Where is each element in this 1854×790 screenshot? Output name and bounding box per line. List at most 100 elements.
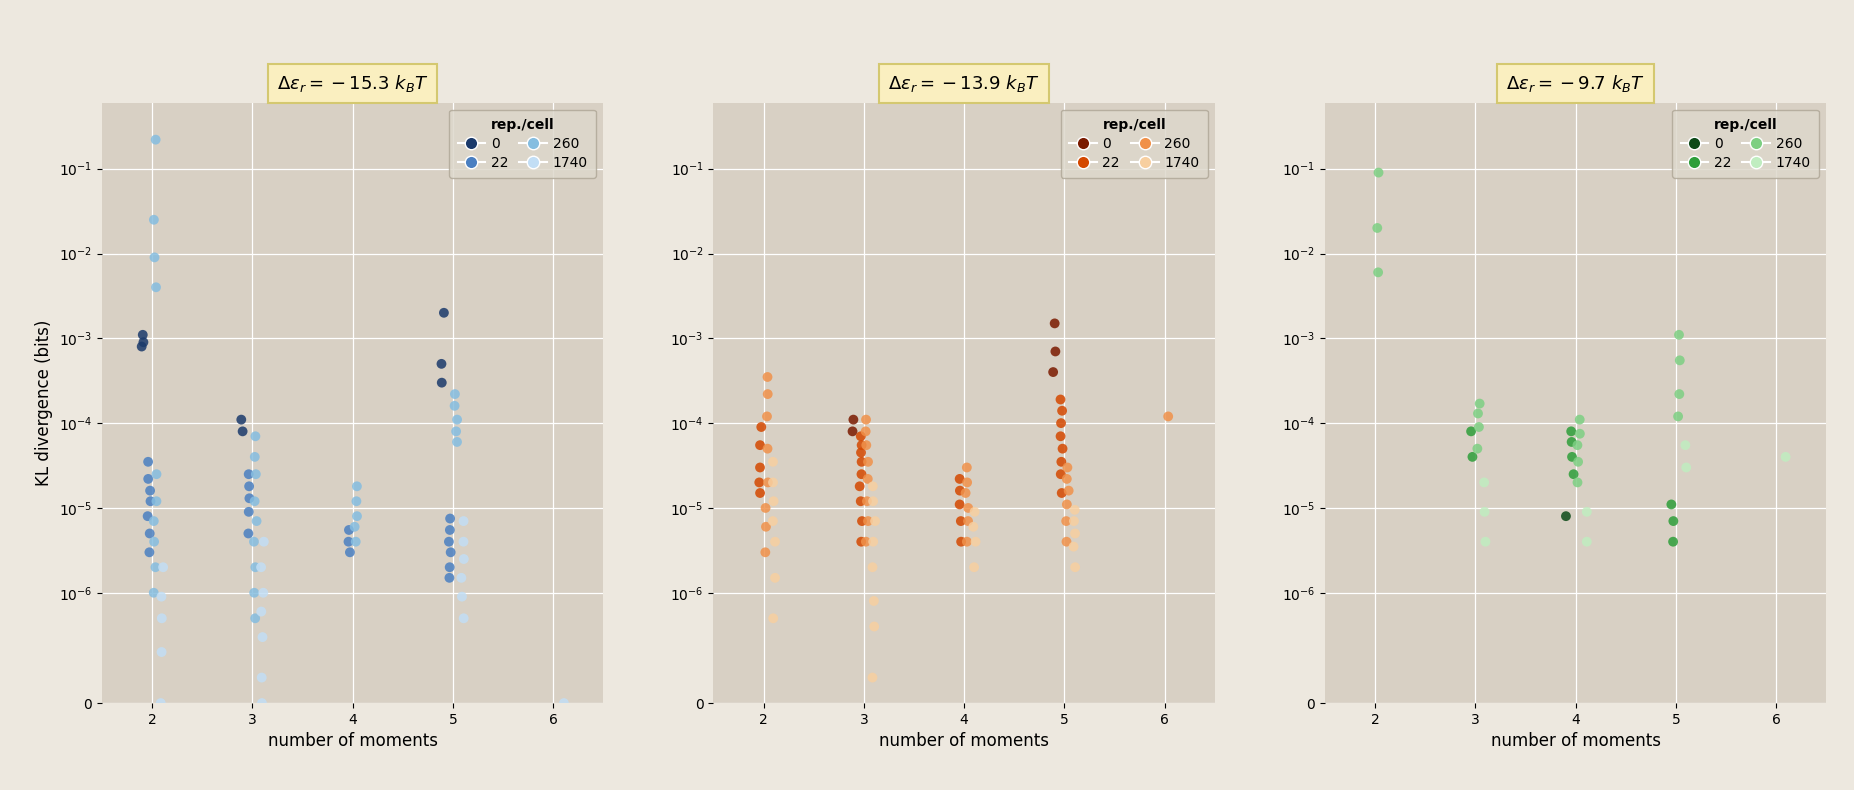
Point (1046, 430, 1075, 442)
Point (1051, 498, 1081, 511)
Point (441, 425, 471, 438)
Point (1053, 484, 1083, 497)
Point (126, 340, 156, 353)
Point (847, 515, 877, 528)
Point (549, 697, 578, 709)
Point (946, 498, 975, 511)
Point (853, 456, 883, 468)
Point (135, 527, 165, 540)
Point (434, 536, 464, 548)
Point (951, 487, 981, 499)
Point (1665, 354, 1695, 367)
Point (428, 307, 458, 319)
Point (139, 213, 169, 226)
Point (1556, 425, 1585, 438)
Point (1046, 393, 1075, 406)
Point (1771, 450, 1800, 463)
Point (1040, 345, 1070, 358)
Point (426, 376, 456, 389)
Point (858, 536, 888, 548)
Point (128, 329, 158, 341)
Point (753, 388, 782, 401)
Point (758, 456, 788, 468)
Point (953, 536, 983, 548)
Point (1656, 498, 1685, 511)
Point (239, 586, 269, 599)
Point (439, 400, 469, 412)
Point (1465, 421, 1494, 434)
Point (447, 571, 476, 584)
Point (960, 506, 990, 518)
Point (751, 546, 781, 559)
Point (139, 251, 169, 264)
Point (1465, 397, 1494, 410)
Point (946, 536, 975, 548)
Point (853, 515, 883, 528)
Point (753, 442, 782, 455)
Point (135, 484, 165, 497)
Point (1048, 442, 1077, 455)
Point (239, 536, 269, 548)
Point (146, 697, 176, 709)
Point (135, 546, 165, 559)
Point (241, 515, 271, 528)
Point (239, 450, 269, 463)
Point (1672, 461, 1702, 474)
Point (1563, 438, 1593, 451)
Point (760, 536, 790, 548)
Point (858, 595, 888, 608)
Point (758, 495, 788, 507)
Point (235, 492, 265, 505)
Point (946, 484, 975, 497)
Point (248, 536, 278, 548)
Point (434, 571, 464, 584)
Point (1060, 527, 1090, 540)
Point (141, 134, 171, 146)
Point (959, 521, 988, 533)
Point (853, 472, 883, 485)
Point (1048, 487, 1077, 499)
Point (241, 561, 271, 574)
X-axis label: number of moments: number of moments (1491, 732, 1661, 750)
Point (1470, 536, 1500, 548)
Point (1670, 438, 1700, 451)
Point (449, 553, 478, 566)
Point (1059, 540, 1088, 553)
Point (1040, 317, 1070, 329)
Point (1046, 417, 1075, 430)
Point (1051, 536, 1081, 548)
Title: $\Delta\varepsilon_r = -9.7\ k_BT$: $\Delta\varepsilon_r = -9.7\ k_BT$ (1505, 73, 1644, 94)
Point (339, 521, 369, 533)
Point (745, 476, 775, 489)
Point (1557, 450, 1587, 463)
Point (1060, 561, 1090, 574)
Point (845, 480, 875, 493)
Point (946, 472, 975, 485)
Point (847, 468, 877, 480)
Point (449, 536, 478, 548)
Point (847, 438, 877, 451)
Point (1363, 222, 1392, 235)
Point (1470, 476, 1500, 489)
Point (747, 421, 777, 434)
Point (1552, 510, 1581, 522)
Point (141, 468, 171, 480)
Point (341, 536, 371, 548)
Point (1557, 435, 1587, 448)
Point (449, 515, 478, 528)
Point (1565, 413, 1594, 426)
Point (1051, 472, 1081, 485)
Point (133, 472, 163, 485)
Point (1060, 503, 1090, 516)
Point (758, 612, 788, 625)
Point (847, 536, 877, 548)
Point (141, 495, 171, 507)
Point (341, 495, 371, 507)
Point (1046, 468, 1075, 480)
Point (139, 586, 169, 599)
Point (1046, 456, 1075, 468)
Title: $\Delta\varepsilon_r = -15.3\ k_BT$: $\Delta\varepsilon_r = -15.3\ k_BT$ (276, 73, 428, 94)
Point (753, 476, 782, 489)
Point (234, 468, 263, 480)
Point (436, 512, 465, 525)
